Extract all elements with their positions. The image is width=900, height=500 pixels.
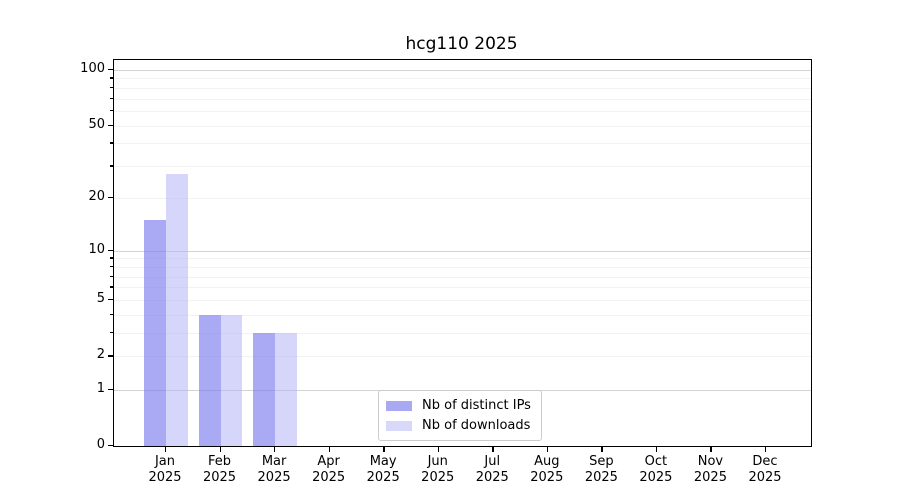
gridline-y-10 (114, 250, 811, 252)
gridline-y-5 (114, 299, 811, 301)
x-tick-jun (437, 446, 440, 452)
gridline-y-80 (114, 87, 811, 89)
y-tick-0 (108, 445, 113, 447)
x-tick-label-oct: Oct 2025 (639, 454, 673, 485)
gridline-y-50 (114, 125, 811, 127)
gridline-y-40 (114, 143, 811, 145)
gridline-y-3 (114, 333, 811, 335)
bar-ips-jan (144, 220, 166, 446)
bar-downloads-feb (220, 314, 243, 446)
legend-item-downloads: Nb of downloads (386, 417, 531, 434)
y-tick-label-0: 0 (96, 437, 105, 452)
y-minor-tick-70 (110, 97, 113, 99)
y-tick-50 (108, 124, 113, 126)
bar-ips-feb (198, 314, 221, 446)
y-minor-tick-4 (110, 313, 113, 316)
gridline-y-2 (114, 356, 811, 358)
y-minor-tick-80 (110, 86, 113, 89)
legend-swatch-downloads (386, 420, 412, 431)
bar-downloads-jan (166, 174, 188, 446)
x-tick-feb (219, 446, 221, 452)
legend: Nb of distinct IPs Nb of downloads (378, 390, 542, 441)
x-tick-label-apr: Apr 2025 (312, 454, 346, 485)
y-tick-20 (108, 196, 113, 199)
gridline-y-30 (114, 166, 811, 168)
gridline-y-70 (114, 98, 811, 100)
y-tick-label-10: 10 (88, 241, 105, 257)
gridline-y-20 (114, 197, 811, 199)
legend-label-downloads: Nb of downloads (422, 418, 531, 433)
gridline-y-7 (114, 276, 811, 278)
x-tick-oct (655, 446, 658, 452)
y-minor-tick-90 (110, 77, 113, 79)
legend-swatch-distinct-ips (386, 400, 412, 411)
x-tick-jul (492, 446, 494, 452)
y-tick-1 (108, 388, 113, 390)
y-tick-label-100: 100 (80, 60, 105, 76)
y-minor-tick-8 (110, 265, 113, 268)
x-tick-apr (328, 446, 331, 452)
plot-area (113, 59, 812, 447)
x-tick-label-may: May 2025 (366, 454, 400, 485)
x-tick-may (383, 446, 385, 452)
gridline-y-6 (114, 287, 811, 289)
x-tick-mar (274, 446, 276, 452)
x-tick-dec (764, 446, 767, 452)
y-tick-label-1: 1 (96, 380, 105, 396)
gridline-y-4 (114, 314, 811, 316)
x-tick-label-aug: Aug 2025 (530, 454, 564, 485)
legend-label-distinct-ips: Nb of distinct IPs (422, 398, 531, 413)
y-tick-label-2: 2 (96, 347, 105, 363)
y-tick-label-5: 5 (96, 290, 105, 306)
x-tick-aug (546, 446, 549, 452)
y-tick-label-50: 50 (88, 116, 105, 132)
x-tick-sep (601, 446, 603, 452)
x-tick-label-dec: Dec 2025 (748, 454, 782, 485)
y-minor-tick-9 (110, 257, 113, 259)
y-tick-5 (108, 298, 113, 301)
x-tick-label-feb: Feb 2025 (202, 454, 237, 485)
y-minor-tick-60 (110, 109, 113, 112)
y-minor-tick-40 (110, 142, 113, 144)
x-tick-nov (710, 446, 712, 452)
gridline-y-60 (114, 110, 811, 112)
bar-downloads-mar (275, 333, 297, 446)
x-tick-label-jun: Jun 2025 (421, 454, 455, 485)
y-tick-10 (108, 249, 113, 251)
x-tick-jan (165, 446, 167, 452)
x-tick-label-nov: Nov 2025 (693, 454, 727, 485)
y-minor-tick-3 (110, 332, 113, 334)
x-tick-label-jan: Jan 2025 (148, 454, 182, 485)
legend-item-distinct-ips: Nb of distinct IPs (386, 397, 531, 414)
y-tick-2 (108, 355, 113, 357)
gridline-y-90 (114, 78, 811, 80)
bar-ips-mar (253, 333, 276, 446)
chart-title: hcg110 2025 (405, 34, 518, 54)
y-tick-100 (108, 68, 113, 71)
y-tick-label-20: 20 (88, 188, 105, 204)
gridline-y-9 (114, 258, 811, 260)
y-minor-tick-30 (110, 165, 113, 167)
x-tick-label-mar: Mar 2025 (257, 454, 291, 485)
y-minor-tick-7 (110, 275, 113, 277)
gridline-y-8 (114, 266, 811, 268)
x-tick-label-jul: Jul 2025 (475, 454, 509, 485)
x-tick-label-sep: Sep 2025 (584, 454, 618, 485)
gridline-y-100 (114, 69, 811, 71)
y-minor-tick-6 (110, 286, 113, 288)
